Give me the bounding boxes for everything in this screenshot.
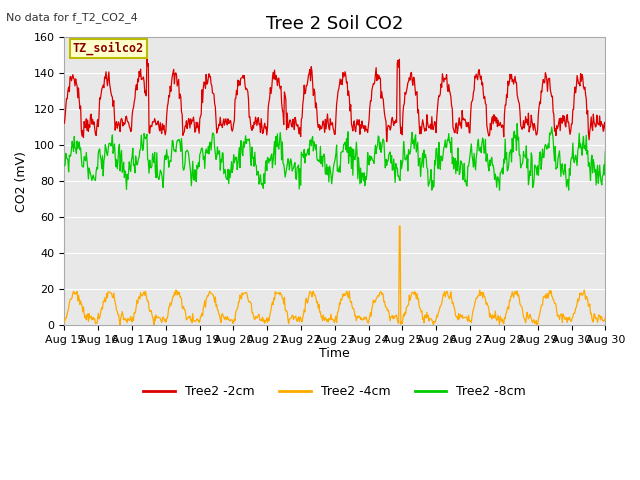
Text: TZ_soilco2: TZ_soilco2 <box>72 42 144 55</box>
Text: No data for f_T2_CO2_4: No data for f_T2_CO2_4 <box>6 12 138 23</box>
Title: Tree 2 Soil CO2: Tree 2 Soil CO2 <box>266 15 404 33</box>
X-axis label: Time: Time <box>319 348 350 360</box>
Y-axis label: CO2 (mV): CO2 (mV) <box>15 151 28 212</box>
Legend: Tree2 -2cm, Tree2 -4cm, Tree2 -8cm: Tree2 -2cm, Tree2 -4cm, Tree2 -8cm <box>138 380 531 403</box>
